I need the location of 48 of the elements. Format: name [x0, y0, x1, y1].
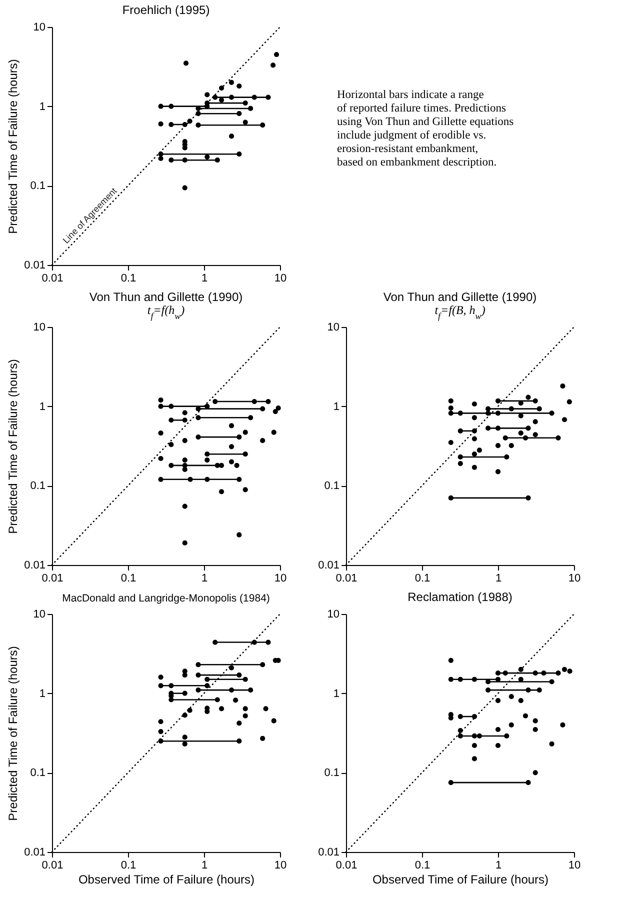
- y-tick-label: 0.1: [30, 180, 46, 192]
- x-tick-label: 10: [274, 272, 287, 284]
- y-tick-label: 0.01: [318, 560, 340, 572]
- x-tick-label: 0.1: [414, 572, 430, 584]
- y-tick-label: 10: [327, 608, 340, 620]
- chart-subtitle: t$_{f}$=f(h$_{w}$): [147, 303, 185, 321]
- y-tick-label: 0.1: [324, 480, 340, 492]
- x-axis-title: Observed Time of Failure (hours): [78, 872, 255, 886]
- x-tick-label: 0.1: [120, 272, 136, 284]
- x-tick-label: 0.1: [120, 572, 136, 584]
- chart-subtitle: t$_{f}$=f(B, h$_{w}$): [434, 303, 486, 321]
- chart-title: Von Thun and Gillette (1990): [383, 290, 537, 304]
- x-tick-label: 1: [201, 272, 208, 284]
- y-tick-label: 10: [33, 608, 46, 620]
- y-tick-label: 10: [327, 322, 340, 334]
- y-axis-title: Predicted Time of Failure (hours): [6, 646, 20, 821]
- y-tick-label: 1: [39, 100, 46, 113]
- x-tick-label: 0.1: [414, 860, 430, 872]
- y-tick-label: 1: [39, 688, 46, 700]
- y-tick-label: 0.1: [30, 767, 46, 780]
- chart-title: MacDonald and Langridge-Monopolis (1984): [62, 592, 270, 604]
- y-tick-label: 0.1: [324, 767, 340, 780]
- x-axis-title: Observed Time of Failure (hours): [372, 872, 549, 886]
- x-tick-label: 0.1: [120, 860, 136, 872]
- x-tick-label: 10: [274, 572, 287, 584]
- y-tick-label: 1: [333, 688, 340, 700]
- y-tick-label: 0.01: [318, 846, 340, 858]
- x-tick-label: 1: [495, 572, 502, 584]
- y-tick-label: 0.01: [24, 846, 46, 858]
- y-axis-title: Predicted Time of Failure (hours): [6, 359, 20, 534]
- x-tick-label: 10: [568, 860, 581, 872]
- y-tick-label: 0.1: [30, 480, 46, 492]
- y-tick-label: 0.01: [24, 260, 46, 272]
- y-tick-label: 1: [333, 400, 340, 413]
- chart-title: Von Thun and Gillette (1990): [89, 290, 243, 304]
- chart-title: Reclamation (1988): [408, 590, 512, 604]
- y-tick-label: 10: [33, 22, 46, 34]
- y-tick-label: 10: [33, 322, 46, 334]
- y-tick-label: 0.01: [24, 560, 46, 572]
- x-tick-label: 1: [201, 860, 208, 872]
- chart-title: Froehlich (1995): [122, 3, 210, 17]
- y-tick-label: 1: [39, 400, 46, 413]
- text: Horizontal bars indicate a range of reported failure times. Predictions using Von Thun and Gillette equations include judgment of erodible vs. erosion-resistant embankment, based on embankment description.: [337, 89, 514, 168]
- y-axis-title: Predicted Time of Failure (hours): [6, 59, 20, 234]
- x-tick-label: 1: [495, 860, 502, 872]
- x-tick-label: 10: [274, 860, 287, 872]
- x-tick-label: 10: [568, 572, 581, 584]
- x-tick-label: 1: [201, 572, 208, 584]
